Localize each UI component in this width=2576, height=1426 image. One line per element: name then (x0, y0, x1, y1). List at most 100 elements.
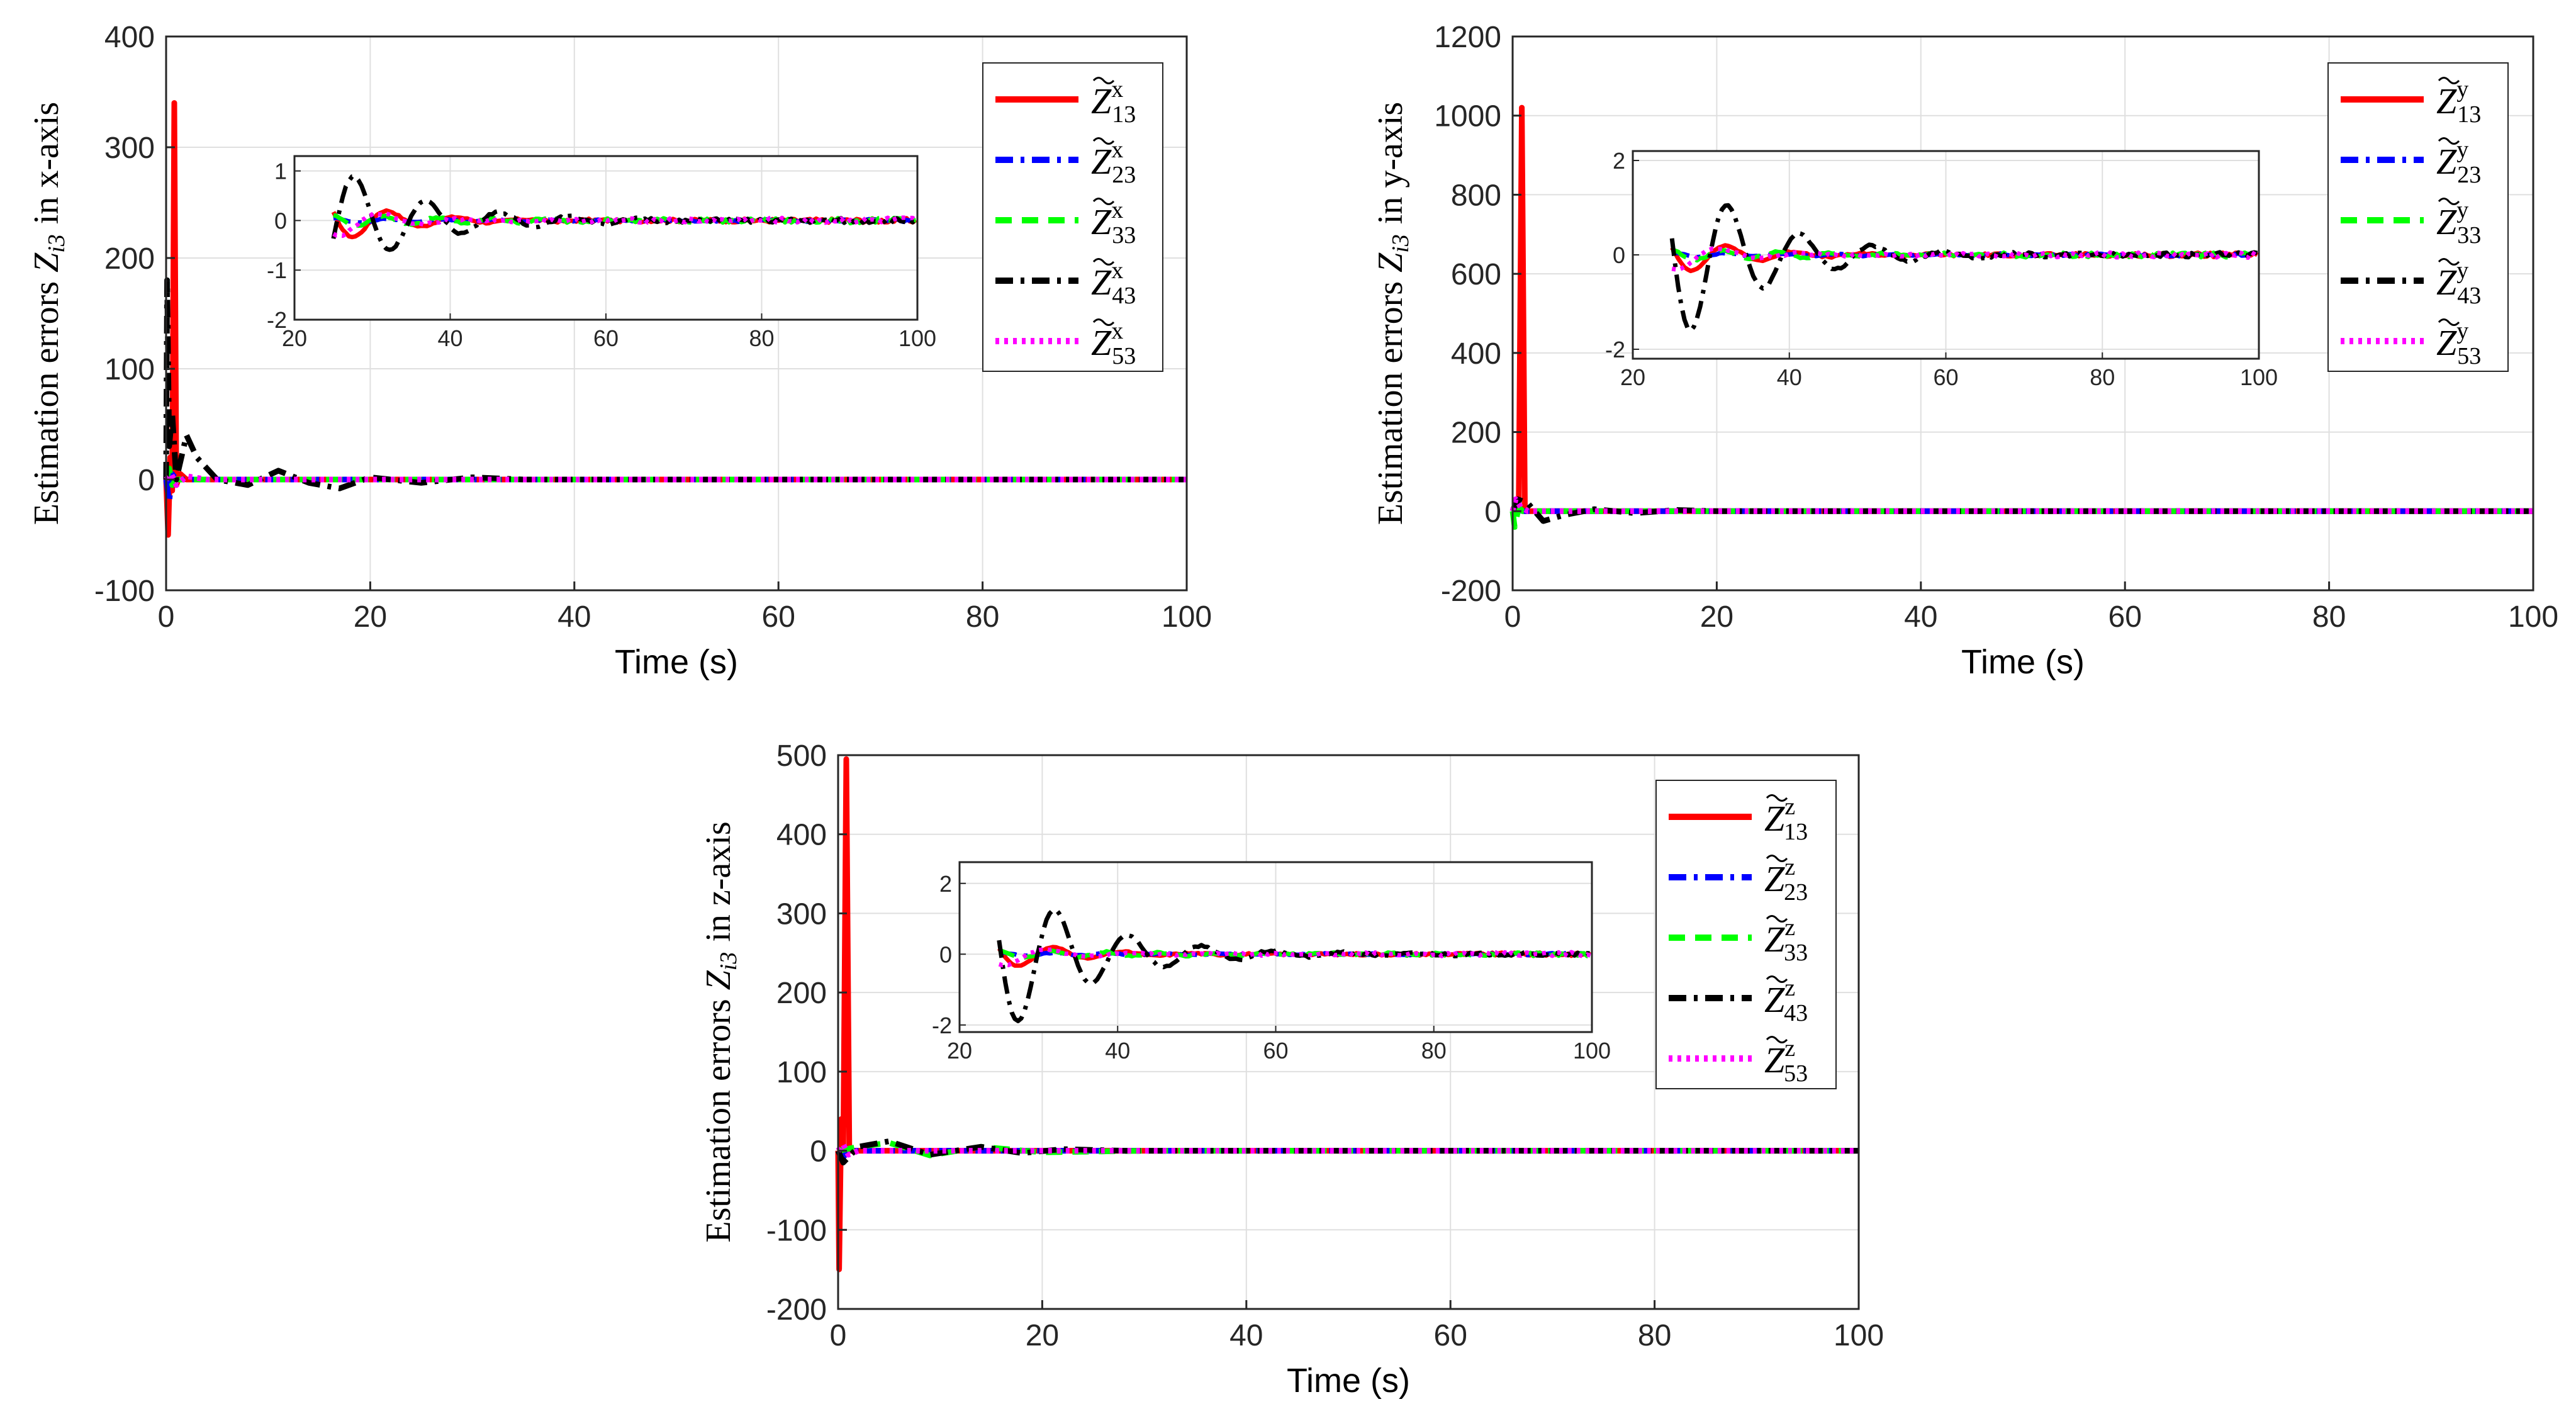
x-tick-label: 0 (830, 1319, 847, 1352)
y-tick-label: -200 (1441, 575, 1501, 608)
legend-symbol: Z (1764, 979, 1785, 1020)
series-line-53 (836, 1142, 1859, 1158)
legend-entry-23: Zx 23 (1091, 137, 1136, 188)
x-tick-label: 40 (557, 600, 591, 634)
legend-subscript: 23 (1112, 162, 1136, 188)
y-tick-label: 400 (776, 819, 827, 852)
inset-x-tick-label: 40 (1105, 1038, 1130, 1064)
x-tick-label: 20 (354, 600, 387, 634)
y-axis-symbol-sub: i3 (43, 234, 70, 253)
legend-axis-superscript: x (1111, 318, 1123, 344)
legend-symbol: Z (1091, 201, 1112, 242)
legend-symbol: Z (1764, 919, 1785, 960)
inset-y-tick-label: 0 (939, 941, 952, 967)
legend-symbol: Z (2436, 201, 2457, 242)
inset-x-tick-label: 80 (749, 325, 774, 351)
inset-series-line-53 (1671, 246, 2259, 272)
legend-subscript: 43 (1112, 283, 1136, 309)
legend-subscript: 33 (1784, 940, 1808, 966)
series-line-43 (163, 277, 1187, 491)
legend-axis-superscript: z (1784, 914, 1795, 941)
legend-subscript: 33 (1112, 222, 1136, 249)
x-axis-label: Time (s) (1287, 1362, 1410, 1400)
x-tick-label: 60 (2108, 600, 2142, 634)
y-tick-label: 400 (104, 21, 155, 54)
y-tick-label: -200 (766, 1293, 827, 1327)
y-axis-label-suffix: in x-axis (27, 102, 66, 224)
x-tick-label: 100 (1834, 1319, 1884, 1352)
x-tick-label: 20 (1026, 1319, 1059, 1352)
y-tick-label: 300 (776, 897, 827, 931)
y-tick-label: -100 (766, 1214, 827, 1247)
legend-entry-43: Zy 43 (2436, 257, 2481, 309)
legend-tilde (1092, 258, 1115, 266)
legend-entry-23: Zz 23 (1764, 854, 1808, 906)
x-axis-label: Time (s) (1961, 643, 2085, 681)
axes-frame (837, 754, 1860, 1310)
inset-y-tick-label: -2 (1605, 337, 1625, 362)
legend-tilde (2438, 318, 2460, 326)
legend-entry-23: Zy 23 (2436, 137, 2481, 188)
legend-subscript: 23 (2457, 162, 2481, 188)
legend-entry-53: Zy 53 (2436, 318, 2481, 369)
inset-x-tick-label: 20 (1620, 364, 1645, 390)
legend-subscript: 13 (1112, 101, 1136, 128)
legend-tilde (2438, 258, 2460, 266)
chart-y: 0 20 40 60 80 100-200020040060080010001200Tim… (1371, 21, 2558, 681)
legend-symbol: Z (1091, 141, 1112, 182)
inset-y-tick-label: 1 (274, 159, 287, 184)
legend-entry-33: Zz 33 (1764, 914, 1808, 966)
y-tick-label: 1200 (1434, 21, 1501, 54)
series-line-43 (835, 1138, 1859, 1165)
axes-frame (1511, 35, 2534, 592)
y-axis-label: Estimation errors Zi3 in x-axis (27, 102, 70, 525)
legend-symbol: Z (1091, 81, 1112, 121)
y-tick-label: 0 (138, 464, 155, 497)
legend-symbol: Z (1764, 1040, 1785, 1081)
inset-x-tick-label: 100 (899, 325, 936, 351)
inset-x-tick-label: 20 (282, 325, 307, 351)
y-tick-label: 500 (776, 739, 827, 773)
inset-y: 20 40 60 80 100 -2 0 2 (1605, 148, 2278, 390)
legend-tilde (2438, 77, 2460, 84)
inset-x-tick-label: 20 (947, 1038, 972, 1064)
inset-series-line-43 (1669, 203, 2258, 333)
x-tick-label: 40 (1229, 1319, 1263, 1352)
legend-entry-53: Zx 53 (1091, 318, 1136, 369)
x-tick-label: 80 (966, 600, 999, 634)
x-tick-label: 60 (1434, 1319, 1467, 1352)
legend-tilde (1092, 318, 1115, 326)
y-axis-symbol: Z (27, 252, 66, 272)
legend-axis-superscript: x (1111, 137, 1123, 163)
legend-axis-superscript: y (2456, 197, 2468, 223)
x-tick-label: 80 (1638, 1319, 1671, 1352)
legend-axis-superscript: z (1784, 1035, 1795, 1062)
legend-axis-superscript: z (1784, 794, 1795, 820)
legend-subscript: 23 (1784, 879, 1808, 906)
x-tick-label: 20 (1700, 600, 1733, 634)
inset-x-tick-label: 40 (437, 325, 462, 351)
legend-entry-13: Zz 13 (1764, 794, 1808, 845)
legend-entry-33: Zx 33 (1091, 197, 1136, 249)
inset-x-tick-label: 60 (1933, 364, 1958, 390)
legend-tilde (1766, 1036, 1788, 1043)
legend-tilde (1092, 137, 1115, 145)
y-tick-label: 100 (776, 1056, 827, 1089)
y-axis-symbol-sub: i3 (1387, 234, 1414, 253)
y-tick-label: 600 (1451, 258, 1501, 291)
inset-y-tick-label: 0 (274, 208, 287, 233)
legend-axis-superscript: x (1111, 76, 1123, 103)
legend-subscript: 53 (2457, 343, 2481, 369)
x-tick-label: 100 (1162, 600, 1212, 634)
y-axis-label: Estimation errors Zi3 in y-axis (1371, 102, 1414, 525)
y-axis-label-suffix: in y-axis (1371, 102, 1410, 224)
inset-x-tick-label: 100 (2240, 364, 2278, 390)
inset-x-tick-label: 60 (593, 325, 619, 351)
legend-axis-superscript: z (1784, 975, 1795, 1001)
chart-z: 0 20 40 60 80 100-200-1000100200300400500Time… (699, 739, 1884, 1400)
inset-x-tick-label: 60 (1263, 1038, 1288, 1064)
y-tick-label: 0 (810, 1135, 827, 1169)
